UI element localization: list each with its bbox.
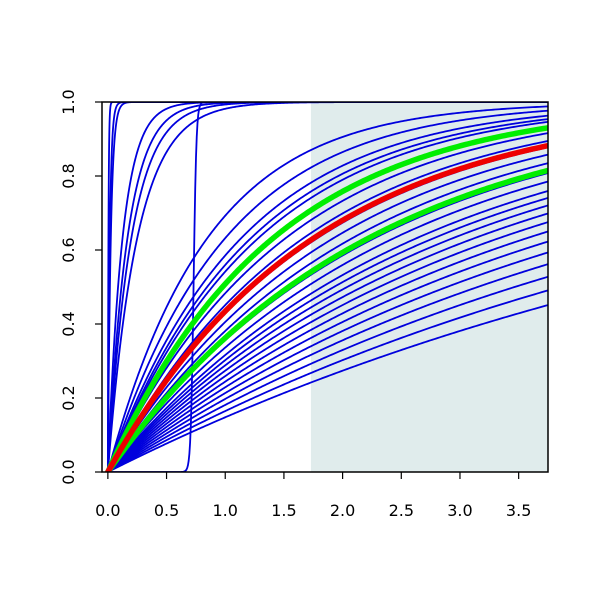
x-tick-label: 1.5 — [271, 501, 296, 520]
y-tick-label: 1.0 — [59, 89, 78, 114]
x-tick-label: 0.5 — [154, 501, 179, 520]
x-tick-label: 0.0 — [95, 501, 120, 520]
y-tick-label: 0.0 — [59, 459, 78, 484]
plot-frame — [101, 101, 549, 473]
shaded-region — [310, 102, 548, 472]
series-line-blue-1 — [106, 102, 548, 472]
y-tick-label: 0.2 — [59, 385, 78, 410]
x-tick-label: 1.0 — [213, 501, 238, 520]
series-line-blue-0 — [106, 102, 548, 472]
x-tick-label: 2.5 — [389, 501, 414, 520]
y-axis: 0.0 0.2 0.4 0.6 0.8 1.0 — [59, 89, 102, 485]
x-tick-label: 2.0 — [330, 501, 355, 520]
x-tick-label: 3.5 — [506, 501, 531, 520]
y-tick-label: 0.6 — [59, 237, 78, 262]
y-tick-label: 0.8 — [59, 163, 78, 188]
series-line-blue-2 — [106, 102, 548, 472]
series-line-red-35 — [105, 142, 548, 472]
y-tick-label: 0.4 — [59, 311, 78, 336]
series-group — [105, 102, 548, 472]
x-axis: 0.0 0.5 1.0 1.5 2.0 2.5 3.0 3.5 — [95, 472, 531, 520]
x-tick-label: 3.0 — [447, 501, 472, 520]
